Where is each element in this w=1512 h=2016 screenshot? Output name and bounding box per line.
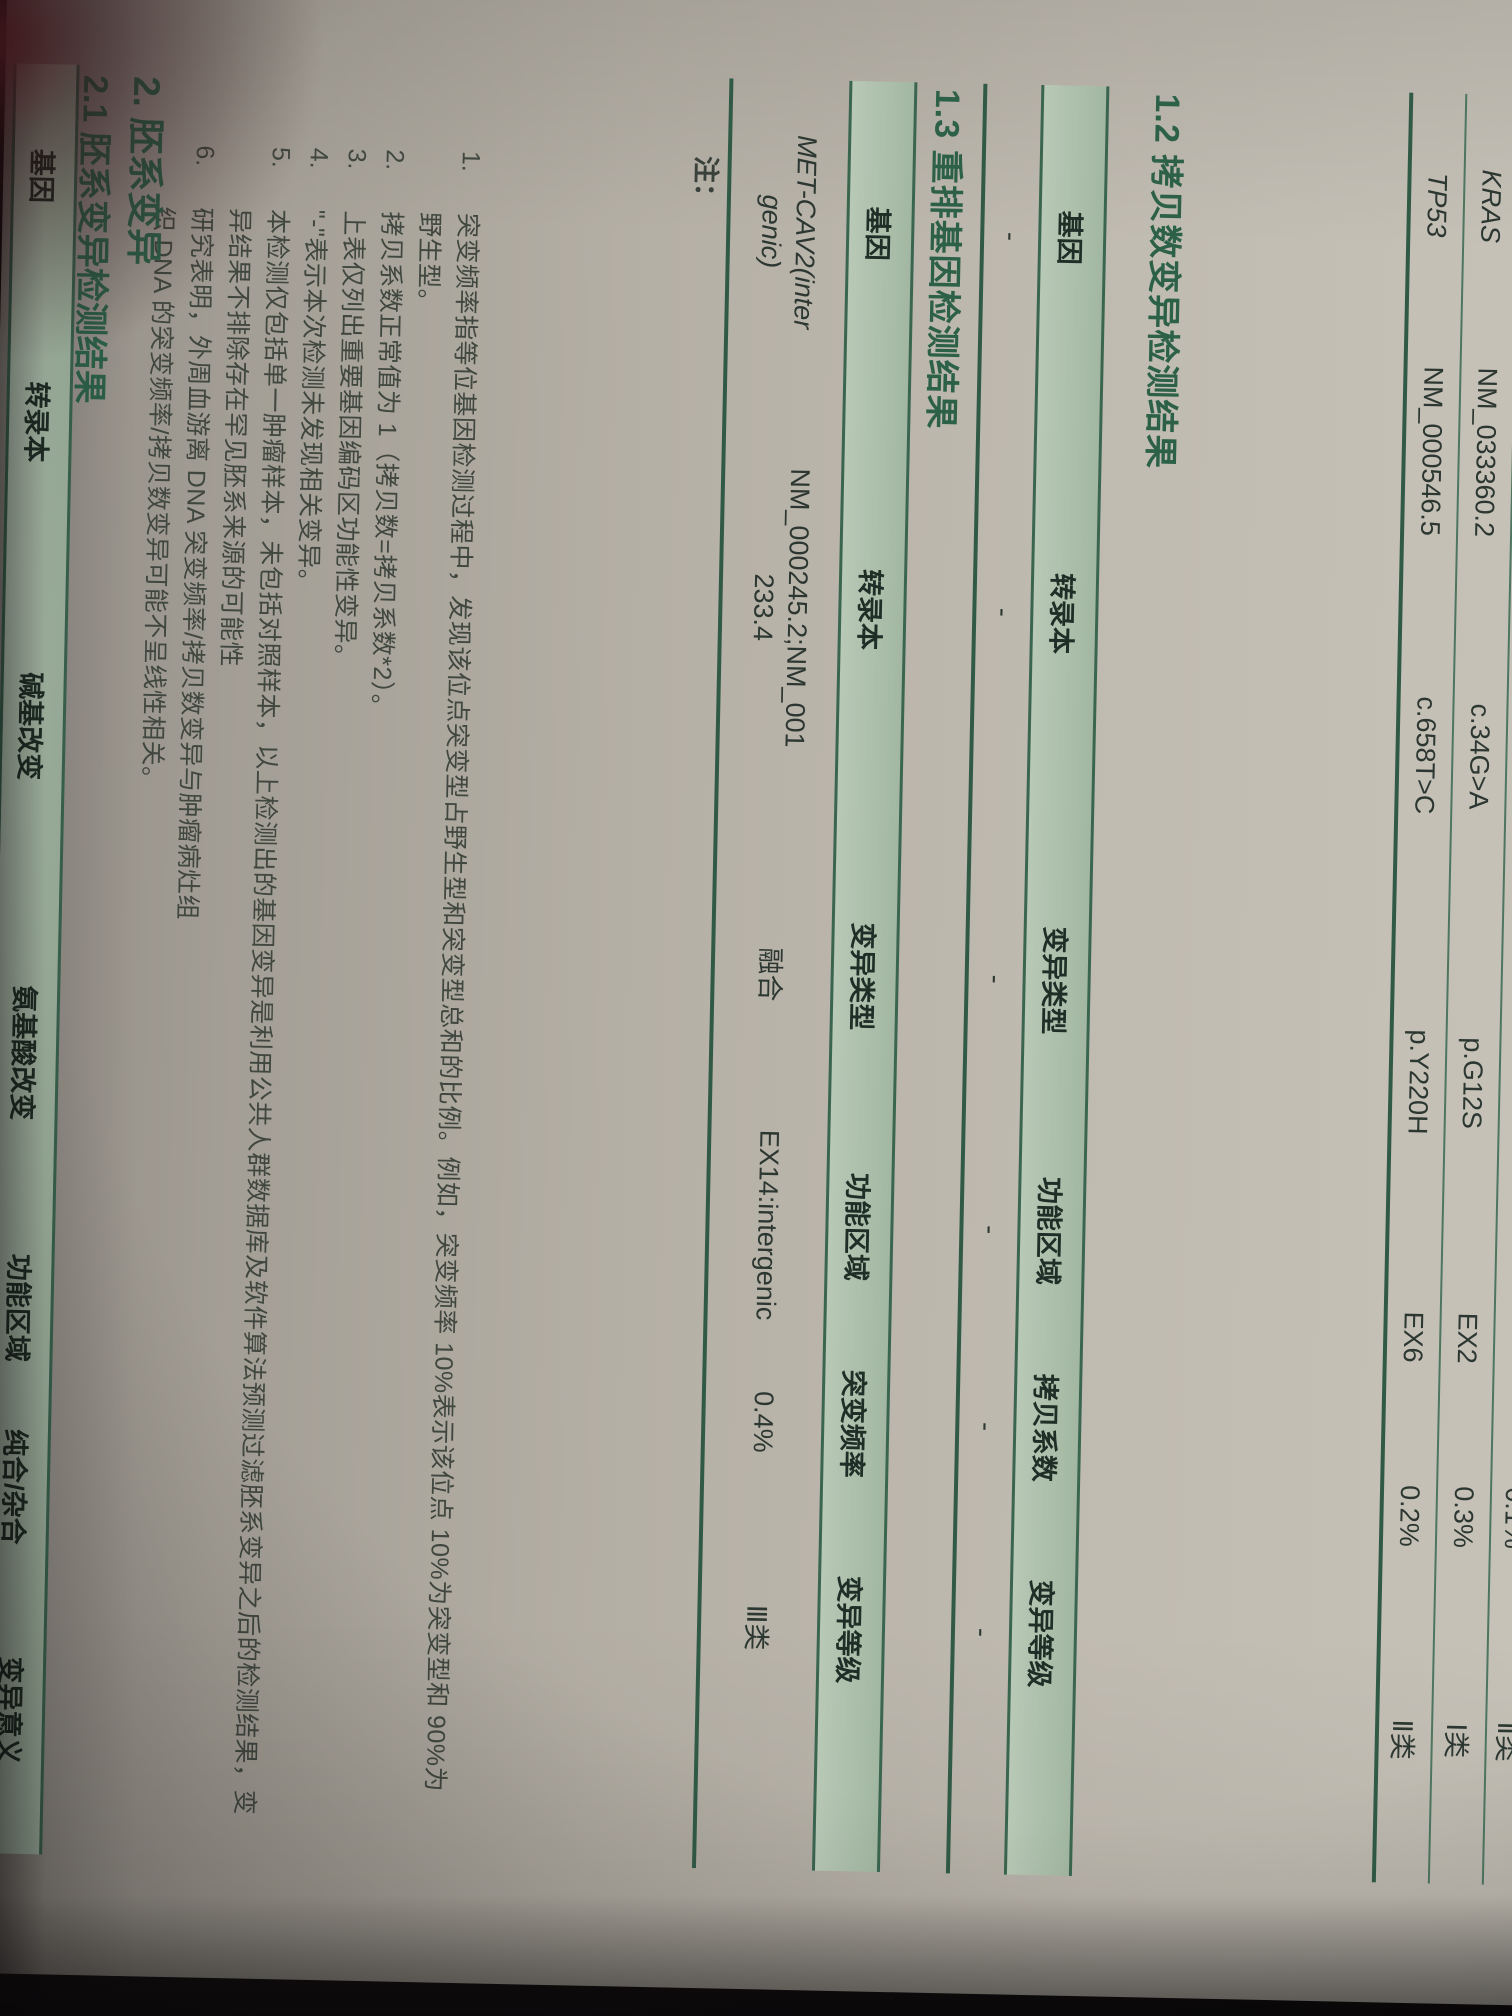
cell-region: EX6 bbox=[1398, 1311, 1430, 1363]
header-variant-level: 变异等级 bbox=[832, 1575, 865, 1684]
cell-aa-change: p.G12S bbox=[1457, 1037, 1490, 1130]
cell-frequency: 0.3% bbox=[1448, 1486, 1480, 1549]
header-variant-type: 变异类型 bbox=[1038, 926, 1071, 1035]
cell-variant-level: Ⅱ类 bbox=[1491, 1721, 1512, 1763]
header-gene: 基因 bbox=[862, 206, 894, 262]
cell-region: EX2 bbox=[1452, 1312, 1484, 1365]
cell-variant-level: Ⅰ类 bbox=[1440, 1722, 1472, 1759]
cell-gene: MET-CAV2(inter genic) bbox=[751, 79, 825, 385]
header-spacer bbox=[846, 1746, 849, 1871]
cell-transcript: NM_000245.2;NM_001 233.4 bbox=[742, 383, 819, 832]
cell-spacer bbox=[754, 1744, 757, 1869]
cnv-table: 基因 转录本 变异类型 功能区域 拷贝系数 变异等级 - - - - - - bbox=[945, 83, 1110, 1876]
gene-line-2: genic) bbox=[755, 194, 788, 269]
note-number: 6. bbox=[191, 145, 220, 167]
note-number bbox=[432, 150, 433, 212]
cell-frequency: 0.1% bbox=[1499, 1487, 1512, 1550]
note-number: 2. bbox=[380, 149, 410, 171]
cell-spacer bbox=[977, 1749, 980, 1874]
cell-gene: TP53 bbox=[1421, 172, 1454, 238]
note-number: 5. bbox=[266, 146, 296, 169]
cell-transcript: - bbox=[988, 607, 1019, 618]
note-text: 野生型。 bbox=[413, 211, 444, 315]
cell-aa-change: p.Y220H bbox=[1402, 1029, 1436, 1135]
note-number: 3. bbox=[342, 148, 372, 170]
cell-variant-type: 融合 bbox=[754, 947, 786, 1002]
cell-frequency: 0.4% bbox=[748, 1390, 780, 1453]
cell-frequency: 0.2% bbox=[1394, 1484, 1426, 1548]
notes-label: 注： bbox=[689, 155, 721, 211]
header-zygosity: 纯合/杂合 bbox=[0, 1428, 31, 1545]
cell-transcript: NM_033360.2 bbox=[1469, 367, 1504, 538]
cell-gene: - bbox=[0, 63, 2, 287]
gene-line-1: MET-CAV2(inter bbox=[788, 134, 823, 330]
section-title-fusion: 1.3 重排基因检测结果 bbox=[921, 88, 967, 431]
header-variant-level: 变异等级 bbox=[1024, 1579, 1057, 1688]
header-copy-ratio: 拷贝系数 bbox=[1028, 1373, 1061, 1483]
cell-variant-level: Ⅱ类 bbox=[1386, 1719, 1418, 1761]
fusion-table: 基因 转录本 变异类型 功能区域 突变频率 变异等级 MET-CAV2(inte… bbox=[691, 78, 918, 1872]
note-text: "-"表示本次检测未发现相关变异。 bbox=[293, 209, 330, 595]
header-spacer bbox=[1038, 1750, 1041, 1875]
cell-variant-level: Ⅲ类 bbox=[741, 1604, 772, 1651]
header-significance: 变异意义 bbox=[0, 1656, 26, 1765]
cell-variant-type: - bbox=[981, 974, 1012, 985]
header-base-change: 碱基改变 bbox=[14, 671, 47, 781]
cell-copy-ratio: - bbox=[971, 1421, 1002, 1432]
cell-base-change: c.658T>C bbox=[1409, 696, 1443, 815]
cell-region: - bbox=[975, 1224, 1006, 1235]
germline-table: 基因 转录本 碱基改变 氨基酸改变 功能区域 纯合/杂合 变异意义 - - - … bbox=[0, 62, 80, 1855]
cell-gene: KRAS bbox=[1475, 169, 1508, 244]
header-region: 功能区域 bbox=[1, 1253, 35, 1363]
section-title-cnv: 1.2 拷贝数变异检测结果 bbox=[1140, 93, 1187, 470]
note-number: 4. bbox=[304, 147, 334, 169]
header-region: 功能区域 bbox=[1032, 1176, 1066, 1286]
header-frequency: 突变频率 bbox=[836, 1369, 869, 1479]
note-number: 1. bbox=[456, 150, 486, 173]
cell-transcript: NM_000546.5 bbox=[1415, 366, 1450, 537]
header-transcript: 转录本 bbox=[854, 568, 886, 651]
header-variant-type: 变异类型 bbox=[846, 922, 879, 1031]
cell-base-change: c.34G>A bbox=[1463, 703, 1497, 810]
cell-variant-level: - bbox=[967, 1627, 998, 1638]
header-gene: 基因 bbox=[1054, 210, 1086, 266]
header-transcript: 转录本 bbox=[20, 381, 53, 463]
header-gene: 基因 bbox=[26, 148, 58, 204]
snv-table-tail: 0.1% Ⅱ类 KRAS NM_033360.2 c.34G>A p.G12S … bbox=[1371, 92, 1512, 1886]
header-transcript: 转录本 bbox=[1045, 572, 1078, 655]
note-number bbox=[242, 146, 243, 208]
header-aa-change: 氨基酸改变 bbox=[6, 985, 40, 1121]
germline-header-row: 基因 转录本 碱基改变 氨基酸改变 功能区域 纯合/杂合 变异意义 bbox=[0, 63, 80, 1855]
notes-list: 1. 突变频率指等位基因检测过程中，发现该位点突变型占野生型和突变型总和的比例。… bbox=[113, 144, 490, 1831]
section-title-germline: 2. 胚系变异 bbox=[122, 75, 168, 266]
cell-gene: - bbox=[996, 231, 1027, 242]
cell-region: EX14:intergenic bbox=[750, 1129, 785, 1321]
header-region: 功能区域 bbox=[840, 1172, 874, 1282]
